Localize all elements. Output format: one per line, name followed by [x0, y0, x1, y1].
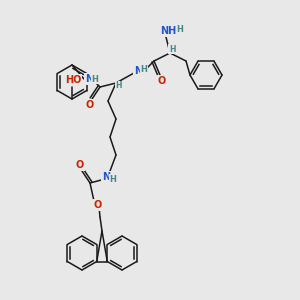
Text: H: H — [110, 175, 116, 184]
Text: N: N — [102, 172, 110, 182]
Text: N: N — [85, 74, 93, 84]
Text: H: H — [141, 65, 147, 74]
Text: HO: HO — [65, 75, 81, 85]
Text: O: O — [94, 200, 102, 210]
Text: O: O — [86, 100, 94, 110]
Text: H: H — [169, 44, 175, 53]
Text: H: H — [116, 82, 122, 91]
Text: O: O — [76, 160, 84, 170]
Text: O: O — [158, 76, 166, 86]
Text: NH: NH — [160, 26, 176, 36]
Text: N: N — [134, 66, 142, 76]
Text: H: H — [92, 74, 98, 83]
Text: H: H — [177, 25, 183, 34]
